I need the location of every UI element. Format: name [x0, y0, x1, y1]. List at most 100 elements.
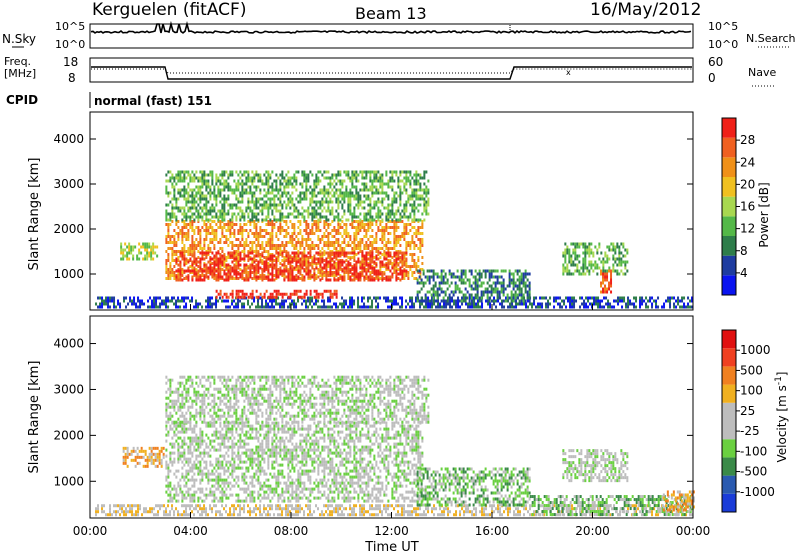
colorbar-tick-label: 4 [740, 266, 748, 280]
colorbar-segment [722, 475, 736, 494]
scatter-region [120, 242, 159, 261]
colorbar-tick-label: -500 [740, 465, 767, 479]
colorbar-tick-label: -25 [740, 424, 760, 438]
colorbar-segment [722, 196, 736, 217]
colorbar-segment [722, 348, 736, 367]
cpid-value: normal (fast) 151 [94, 94, 212, 108]
freq-label: Freq. [4, 55, 31, 68]
colorbar-segment [722, 216, 736, 236]
xtick-label: 00:00 [73, 524, 108, 538]
freq-tick-bottom: 8 [68, 71, 76, 85]
xtick-label: 20:00 [575, 524, 610, 538]
colorbar-segment [722, 236, 736, 256]
scatter-region [165, 170, 430, 222]
scatter-region [95, 296, 694, 309]
nave-tick-bottom: 0 [708, 71, 716, 85]
nave-label: Nave [748, 66, 776, 79]
nsky-tick-top: 10^5 [55, 20, 85, 33]
colorbar-tick-label: 1000 [740, 343, 771, 357]
scatter-region [165, 375, 430, 424]
colorbar-tick-label: 8 [740, 244, 748, 258]
nsky-label: N.Sky [2, 32, 36, 46]
power-colorbar-label: Power [dB] [757, 182, 771, 247]
colorbar-segment [722, 439, 736, 458]
ytick-label: 1000 [53, 267, 84, 281]
colorbar-tick-label: 24 [740, 155, 755, 169]
scatter-region [175, 251, 408, 282]
nave-spike: x [566, 68, 571, 77]
nave-tick-top: 60 [708, 55, 723, 69]
scatter-region [416, 269, 531, 303]
velocity-colorbar: -1000 -500 -100 -25 25 100 500 1000 [721, 329, 775, 513]
nsky-panel [89, 23, 694, 49]
ytick-label: 3000 [53, 382, 84, 396]
xtick-label: 04:00 [173, 524, 208, 538]
ytick-label: 1000 [53, 474, 84, 488]
colorbar-segment [722, 137, 736, 158]
velocity-colorbar-label: Velocity [m s-1] [774, 372, 789, 463]
nsky-trace [90, 20, 692, 34]
freq-panel [89, 57, 694, 83]
scatter-region [122, 446, 165, 468]
colorbar-segment [722, 177, 736, 197]
scatter-region [416, 467, 531, 507]
nsearch-tick-top: 10^5 [708, 20, 738, 33]
ytick-label: 4000 [53, 337, 84, 351]
cpid-label: CPID [6, 93, 38, 107]
xtick-label: 12:00 [374, 524, 409, 538]
scatter-region [562, 449, 629, 483]
colorbar-tick-label: 28 [740, 133, 755, 147]
colorbar-segment [722, 457, 736, 476]
freq-tick-top: 18 [63, 55, 78, 69]
colorbar-segment [722, 402, 736, 421]
colorbar-tick-label: 12 [740, 222, 755, 236]
xtick-label: 00:00 [676, 524, 711, 538]
power-heatmap [95, 170, 694, 309]
station-title: Kerguelen (fitACF) [92, 0, 246, 20]
colorbar-frame [721, 329, 737, 513]
power-yticks: 1000 2000 3000 4000 [53, 132, 693, 281]
velocity-heatmap [95, 375, 695, 517]
scatter-region [529, 495, 694, 517]
ytick-label: 4000 [53, 132, 84, 146]
colorbar-segment [722, 384, 736, 403]
power-ylabel: Slant Range [km] [27, 158, 42, 271]
ytick-label: 2000 [53, 428, 84, 442]
colorbar-segment [722, 366, 736, 385]
colorbar-segment [722, 330, 736, 349]
colorbar-tick-label: 20 [740, 177, 755, 191]
nsky-tick-bottom: 10^0 [55, 38, 85, 51]
nave-trace [91, 68, 692, 74]
colorbar-segment [722, 421, 736, 440]
scatter-region [562, 242, 629, 276]
colorbar-tick-label: 500 [740, 363, 763, 377]
beam-title: Beam 13 [355, 4, 427, 23]
ytick-label: 3000 [53, 177, 84, 191]
xtick-label: 08:00 [274, 524, 309, 538]
colorbar-tick-label: 100 [740, 384, 763, 398]
velocity-yticks: 1000 2000 3000 4000 [53, 337, 693, 488]
xtick-label: 16:00 [475, 524, 510, 538]
colorbar-segment [722, 118, 736, 138]
scatter-region [215, 289, 338, 299]
time-axis-label: Time UT [364, 540, 418, 554]
date-title: 16/May/2012 [590, 0, 702, 20]
ytick-label: 2000 [53, 222, 84, 236]
colorbar-tick-label: 25 [740, 404, 755, 418]
freq-trace [91, 66, 692, 80]
nsearch-tick-bottom: 10^0 [708, 38, 738, 51]
colorbar-segment [722, 255, 736, 276]
scatter-region [165, 421, 424, 503]
scatter-region [662, 490, 695, 512]
nsearch-label: N.Search [746, 32, 796, 45]
velocity-ylabel: Slant Range [km] [27, 361, 42, 474]
colorbar-tick-label: -1000 [740, 485, 775, 499]
colorbar-segment [722, 493, 736, 512]
time-axis: 00:00 04:00 08:00 12:00 16:00 20:00 00:00 [73, 304, 711, 538]
scatter-region [600, 269, 613, 294]
colorbar-segment [722, 275, 736, 295]
colorbar-tick-label: -100 [740, 444, 767, 458]
freq-unit: [MHz] [4, 67, 36, 80]
colorbar-tick-label: 16 [740, 200, 755, 214]
